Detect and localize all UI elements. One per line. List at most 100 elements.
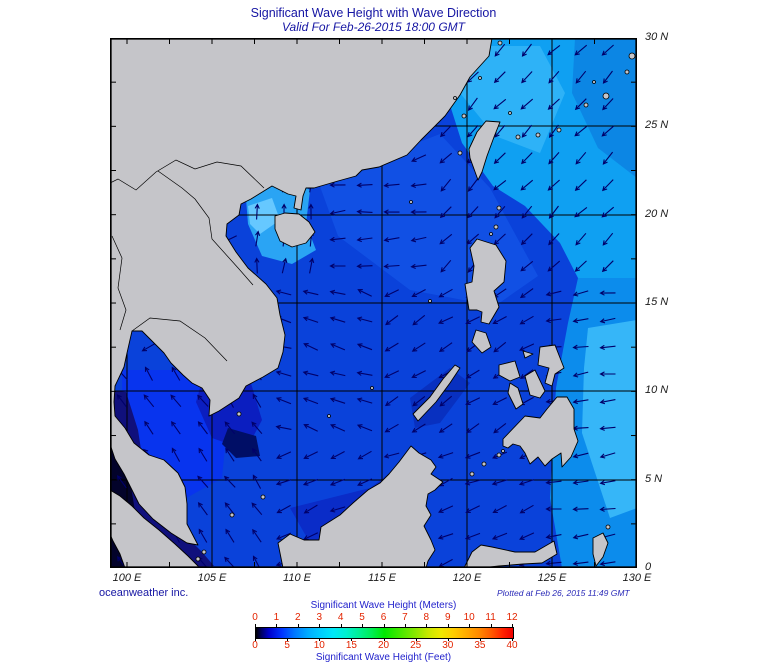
landmass-mindanao xyxy=(502,396,579,468)
wave-arrow xyxy=(275,370,292,377)
wave-arrow xyxy=(601,125,615,137)
wave-arrow xyxy=(467,178,478,192)
feet-notch xyxy=(479,638,481,641)
landmass-masbate xyxy=(522,350,534,359)
small-island xyxy=(496,205,502,211)
valid-time-subtitle: Valid For Feb-26-2015 18:00 GMT xyxy=(282,20,465,34)
wave-arrow xyxy=(491,532,508,540)
wave-arrow xyxy=(467,97,478,112)
wave-arrow xyxy=(572,560,589,567)
wave-arrow xyxy=(548,70,560,84)
wave-arrow xyxy=(384,370,400,378)
wave-arrow xyxy=(252,447,262,462)
wave-arrow xyxy=(572,344,589,350)
wave-arrow xyxy=(252,474,262,489)
wave-arrow xyxy=(465,505,480,513)
border-myanmar-thailand xyxy=(111,235,127,331)
feet-tick-label: 10 xyxy=(313,640,325,651)
meters-notch xyxy=(297,624,299,627)
wave-arrow xyxy=(545,534,562,540)
wave-arrow xyxy=(276,504,291,514)
lon-label: 110 E xyxy=(283,572,311,584)
meters-tick-label: 5 xyxy=(359,612,365,623)
wave-arrow xyxy=(438,423,453,433)
wave-arrow xyxy=(303,343,319,351)
meters-tick-label: 0 xyxy=(252,612,258,623)
wave-arrow xyxy=(357,478,373,486)
lon-label: 100 E xyxy=(112,572,142,584)
wave-arrow xyxy=(574,179,587,192)
wave-arrow xyxy=(412,395,426,407)
wave-arrow xyxy=(601,179,614,192)
small-island xyxy=(409,200,413,204)
wave-arrow xyxy=(599,344,616,351)
credit-text: oceanweather inc. xyxy=(99,587,189,599)
wave-arrow xyxy=(276,532,292,540)
wave-arrow xyxy=(384,289,399,297)
wave-arrow xyxy=(572,506,589,512)
wave-arrow xyxy=(521,43,532,57)
wave-arrow xyxy=(302,478,319,486)
wave-arrow xyxy=(493,422,507,434)
wave-arrow xyxy=(116,474,127,489)
wave-arrow xyxy=(438,505,454,513)
landmass-samar-leyte xyxy=(537,344,565,387)
meters-notch xyxy=(490,624,492,627)
wave-arrow xyxy=(198,447,208,462)
small-island xyxy=(229,512,235,518)
meters-tick-label: 9 xyxy=(444,612,451,623)
landmass-sulawesi xyxy=(463,540,558,569)
wave-arrow xyxy=(303,451,318,459)
wave-arrow xyxy=(302,316,319,323)
lon-label: 105 E xyxy=(197,572,227,584)
wave-arrow xyxy=(520,152,533,165)
small-island xyxy=(457,150,463,156)
border-laos-vietnam xyxy=(157,170,254,286)
small-island xyxy=(592,80,596,84)
legend-feet-caption: Significant Wave Height (Feet) xyxy=(315,652,452,663)
wave-arrow xyxy=(521,124,533,138)
wave-arrow xyxy=(412,314,426,326)
small-island xyxy=(236,411,242,417)
wave-arrow xyxy=(410,209,427,215)
wave-arrow xyxy=(467,206,479,219)
wave-arrow xyxy=(572,533,589,540)
wave-arrow xyxy=(602,151,614,165)
meters-notch xyxy=(447,624,449,627)
wave-arrow xyxy=(545,290,562,297)
wave-arrow xyxy=(491,479,508,486)
wave-arrow xyxy=(494,205,506,219)
wave-arrow xyxy=(197,394,209,407)
landmass-negros xyxy=(507,382,524,410)
wave-arrow xyxy=(143,394,155,408)
wave-arrow xyxy=(599,371,616,377)
wave-arrow xyxy=(329,506,346,513)
wave-arrow xyxy=(275,397,292,405)
small-island xyxy=(605,524,611,530)
wave-arrow xyxy=(466,233,480,245)
small-island xyxy=(497,40,503,46)
legend-meters-caption: Significant Wave Height (Meters) xyxy=(310,600,457,611)
landmass-panay xyxy=(498,360,521,382)
wave-arrow xyxy=(520,233,533,246)
wave-arrow xyxy=(465,423,480,434)
small-island xyxy=(370,386,374,390)
wave-arrow xyxy=(329,263,346,269)
wave-arrow xyxy=(255,230,261,247)
wave-arrow xyxy=(438,288,453,298)
small-island xyxy=(327,414,331,418)
small-island xyxy=(508,111,512,115)
wave-arrow xyxy=(276,451,292,459)
wave-arrow xyxy=(519,369,534,379)
small-island xyxy=(583,102,589,108)
small-island xyxy=(453,96,457,100)
feet-tick-label: 30 xyxy=(442,640,454,651)
wave-arrow xyxy=(493,152,506,165)
wave-arrow xyxy=(439,206,452,219)
feet-notch xyxy=(383,638,385,641)
wave-arrow xyxy=(197,475,209,488)
wave-arrow xyxy=(574,260,587,272)
wave-arrow xyxy=(572,371,589,378)
wave-arrow xyxy=(329,209,346,216)
wave-arrow xyxy=(572,452,589,459)
